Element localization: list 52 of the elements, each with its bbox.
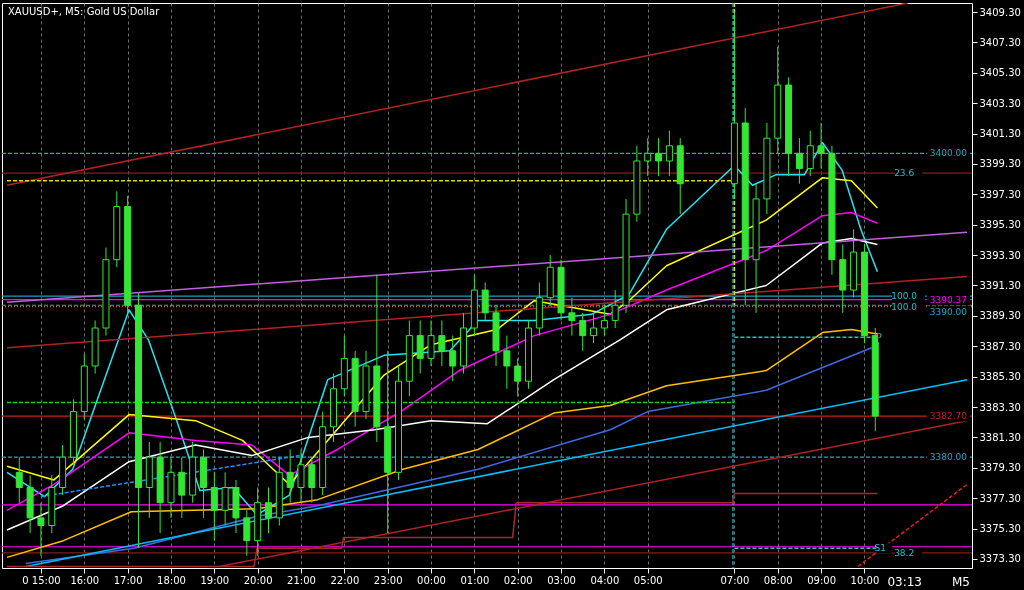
x-tick-label: 17:00 <box>113 574 143 586</box>
ref-line-label: 3390.37 <box>929 294 968 305</box>
x-tick-label: 03:00 <box>547 574 576 586</box>
y-tick-label: 3391.30 <box>979 280 1021 291</box>
y-tick-label: 3377.30 <box>979 492 1021 504</box>
y-tick-label: 3393.30 <box>979 249 1021 261</box>
y-tick-label: 3399.30 <box>979 158 1021 170</box>
text: M5 <box>952 575 970 589</box>
y-tick-label: 3379.30 <box>979 462 1021 474</box>
x-tick-label: 19:00 <box>200 574 230 586</box>
x-tick-label: 21:00 <box>287 574 316 586</box>
x-tick-label: 01:00 <box>460 574 490 586</box>
annotation: 100.0 <box>891 301 918 312</box>
annotation: 23.6 <box>894 168 915 179</box>
y-tick-label: 3381.30 <box>979 431 1021 443</box>
chart-title: XAUUSD+, M5: Gold US Dollar <box>8 6 161 17</box>
x-tick-label: 22:00 <box>330 574 360 586</box>
ref-line-label: 3390.00 <box>929 306 968 317</box>
y-tick-label: 3407.30 <box>979 36 1021 48</box>
annotation: S1 <box>874 543 887 554</box>
y-tick-label: 3389.30 <box>979 310 1021 322</box>
x-tick-label: 08:00 <box>763 574 793 586</box>
x-tick-label: 00:00 <box>417 574 446 586</box>
annotation: 100.0 <box>891 291 918 302</box>
y-tick-label: 3409.30 <box>979 6 1021 18</box>
x-tick-label: 23:00 <box>373 574 403 586</box>
x-tick-label: 04:00 <box>590 574 620 586</box>
x-tick-label: 07:00 <box>720 574 750 586</box>
annotation: 38.2 <box>894 547 915 558</box>
y-tick-label: 3375.30 <box>979 523 1021 535</box>
y-tick-label: 3403.30 <box>979 97 1021 109</box>
x-tick-label: 0 15:00 <box>22 574 61 586</box>
y-tick-label: 3401.30 <box>979 128 1021 140</box>
ref-line-label: 3382.70 <box>929 411 968 422</box>
y-tick-label: 3395.30 <box>979 219 1021 231</box>
x-tick-label: 10:00 <box>850 574 880 586</box>
x-tick-label: 18:00 <box>157 574 186 586</box>
y-tick-label: 3387.30 <box>979 340 1021 352</box>
y-tick-label: 3397.30 <box>979 188 1021 200</box>
ref-line-label: 3400.00 <box>929 148 968 159</box>
y-tick-label: 3373.30 <box>979 553 1021 565</box>
x-tick-label: 16:00 <box>70 574 100 586</box>
annotation: P <box>876 332 883 343</box>
ref-line-label: 3380.00 <box>929 452 968 463</box>
y-tick-label: 3385.30 <box>979 371 1021 383</box>
text: 03:13 <box>887 575 922 589</box>
x-tick-label: 05:00 <box>633 574 663 586</box>
y-tick-label: 3383.30 <box>979 401 1021 413</box>
x-tick-label: 20:00 <box>243 574 273 586</box>
x-tick-label: 09:00 <box>807 574 836 586</box>
y-tick-label: 3405.30 <box>979 67 1021 79</box>
x-tick-label: 02:00 <box>503 574 533 586</box>
